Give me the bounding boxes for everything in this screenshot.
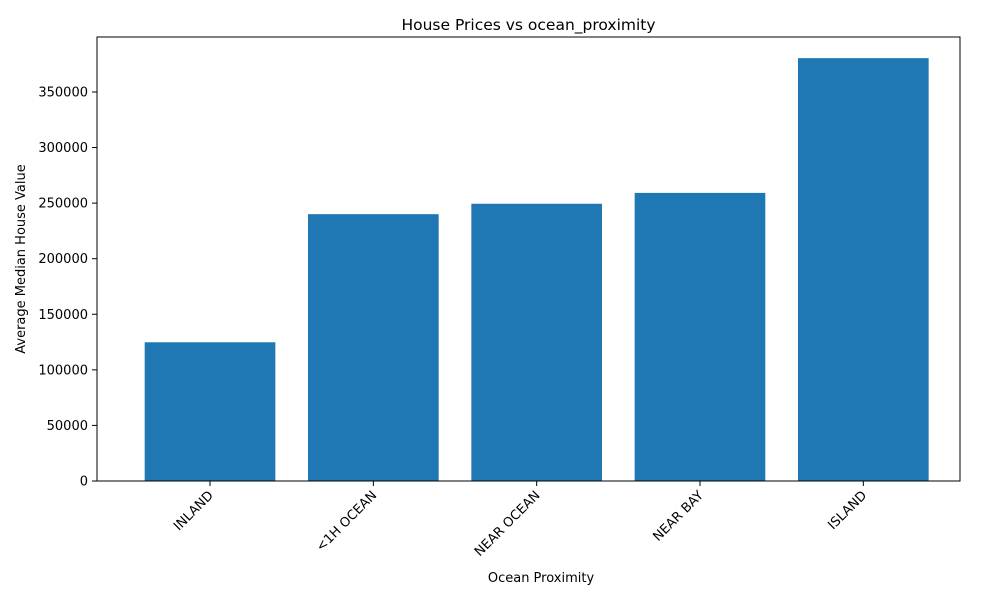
y-tick-label: 350000: [38, 85, 88, 100]
bar: [471, 203, 602, 481]
y-tick-label: 50000: [47, 419, 88, 434]
chart-title: House Prices vs ocean_proximity: [401, 16, 655, 35]
y-axis-title: Average Median House Value: [14, 164, 29, 354]
y-tick-label: 0: [80, 475, 88, 490]
y-tick-label: 100000: [38, 363, 88, 378]
x-axis-title: Ocean Proximity: [488, 571, 595, 586]
bars: [144, 58, 929, 481]
bar: [634, 192, 766, 481]
y-tick-label: 200000: [38, 252, 88, 267]
plot-frame: [96, 36, 961, 482]
y-tick-label: 300000: [38, 141, 88, 156]
bar: [308, 214, 439, 481]
bar: [144, 342, 276, 481]
bar: [797, 58, 929, 481]
y-axis-ticks: 0 50000 100000 150000 200000 250000 300000 3500…: [38, 85, 97, 490]
y-tick-label: 250000: [38, 197, 88, 212]
y-tick-label: 150000: [38, 308, 88, 323]
